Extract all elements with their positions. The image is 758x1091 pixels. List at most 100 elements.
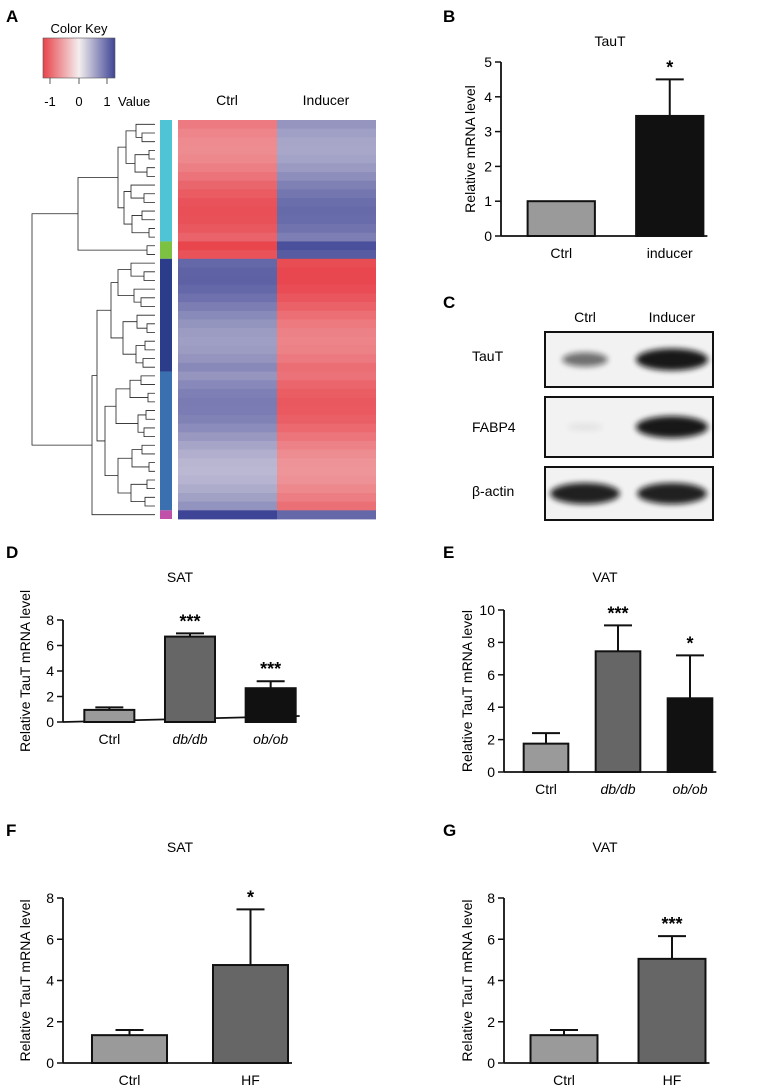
category-label: Ctrl — [119, 1072, 141, 1088]
heatmap-cell — [277, 293, 376, 303]
dendrogram-branch — [131, 215, 149, 234]
y-tick-label: 0 — [46, 714, 54, 730]
panel-letter-f: F — [6, 821, 16, 840]
dendrogram-branch — [122, 321, 137, 355]
cluster-bar-2 — [160, 258, 172, 372]
dendrogram-branch — [117, 269, 134, 297]
heatmap-cell — [277, 466, 376, 477]
y-tick-label: 4 — [46, 973, 54, 989]
color-key-gradient — [42, 37, 116, 79]
heatmap-cell — [277, 163, 376, 173]
heatmap-cell — [178, 120, 277, 130]
cluster-bar-1 — [160, 241, 172, 259]
y-tick-label: 4 — [484, 89, 492, 105]
bar-inducer — [635, 114, 705, 237]
dendrogram-branch — [146, 323, 155, 333]
heatmap-cell — [277, 397, 376, 407]
y-tick-label: 2 — [487, 732, 495, 748]
dendrogram-branch — [141, 132, 155, 143]
category-label: Ctrl — [550, 245, 572, 261]
blot-label-taut: TauT — [472, 348, 504, 364]
y-tick-label: 0 — [46, 1055, 54, 1071]
blot-band — [550, 482, 620, 505]
chart-title: VAT — [592, 569, 618, 585]
category-label: HF — [241, 1072, 260, 1088]
significance-marker: *** — [260, 659, 281, 679]
y-tick-label: 2 — [484, 158, 492, 174]
heatmap-cell — [277, 258, 376, 268]
dendrogram-branch — [125, 130, 136, 164]
bar-ctrl — [526, 200, 596, 237]
heatmap-cell — [178, 466, 277, 477]
heatmap-cell — [277, 232, 376, 242]
dendrogram-branch — [144, 496, 155, 507]
heatmap-cell — [178, 406, 277, 416]
dendrogram-branch — [136, 314, 155, 329]
dendrogram-branch — [117, 146, 126, 209]
panel-letter-b: B — [443, 7, 455, 26]
bar-ctrl — [522, 742, 570, 774]
y-tick-label: 6 — [487, 931, 495, 947]
dendrogram-branch — [130, 262, 155, 277]
heatmap-cell — [277, 449, 376, 459]
y-axis-label: Relative TauT mRNA level — [459, 899, 475, 1061]
heatmap-cell — [277, 475, 376, 485]
bar-hf — [211, 964, 290, 1064]
bar-ctrl — [529, 1034, 599, 1064]
heatmap-cell — [277, 440, 376, 451]
heatmap-cell — [277, 336, 376, 346]
category-label: inducer — [647, 245, 693, 261]
heatmap-cell — [277, 345, 376, 355]
dendrogram-branch — [115, 388, 138, 424]
heatmap-cell — [277, 215, 376, 225]
dendrogram-branch — [148, 149, 155, 160]
dendrogram-branch — [144, 340, 155, 351]
heatmap-cell — [277, 250, 376, 260]
y-axis-label: Relative TauT mRNA level — [459, 610, 475, 772]
heatmap-cell — [277, 432, 376, 442]
dendrogram-branch — [143, 193, 155, 203]
dendrogram-branch — [137, 414, 146, 433]
heatmap-cell — [277, 206, 376, 216]
bar-dbdb — [594, 650, 642, 773]
heatmap-cell — [178, 501, 277, 511]
dendrogram-branch — [130, 184, 155, 199]
blot-band — [636, 348, 708, 371]
dendrogram-branch — [133, 288, 155, 303]
heatmap-cell — [178, 319, 277, 329]
heatmap-cell — [178, 362, 277, 372]
panel-letter-a: A — [6, 7, 18, 26]
heatmap-column-inducer: Inducer — [303, 92, 350, 108]
cluster-bar-4 — [160, 510, 172, 519]
heatmap-cell — [178, 310, 277, 320]
heatmap-cell — [277, 128, 376, 138]
heatmap-cell — [178, 492, 277, 503]
heatmap-cell — [178, 388, 277, 398]
chart-sat-hf: SAT 0 2 4 6 8 Relative TauT mRNA level Ctrl * HF — [17, 839, 293, 1088]
chart-title: SAT — [167, 569, 194, 585]
dendrogram-branch — [135, 345, 145, 364]
heatmap-cell — [277, 267, 376, 277]
y-tick-label: 0 — [487, 1055, 495, 1071]
dendrogram-branch — [141, 444, 155, 455]
significance-marker: * — [666, 57, 673, 77]
heatmap-cell — [178, 345, 277, 355]
category-label: ob/ob — [253, 731, 288, 747]
category-label: Ctrl — [553, 1072, 575, 1088]
bar-dbdb — [163, 635, 217, 724]
y-tick-label: 2 — [46, 689, 54, 705]
dendrogram-branch — [148, 228, 155, 238]
y-tick-label: 8 — [487, 890, 495, 906]
y-axis-label: Relative TauT mRNA level — [17, 590, 33, 752]
heatmap-cell — [178, 423, 277, 433]
heatmap-cell — [178, 440, 277, 451]
heatmap-cell — [277, 154, 376, 164]
panel-letter-c: C — [443, 293, 455, 312]
heatmap-cell — [277, 458, 376, 468]
heatmap-cell — [277, 241, 376, 251]
color-key-title: Color Key — [50, 21, 108, 36]
heatmap-cell — [277, 302, 376, 312]
heatmap-cell — [178, 180, 277, 190]
